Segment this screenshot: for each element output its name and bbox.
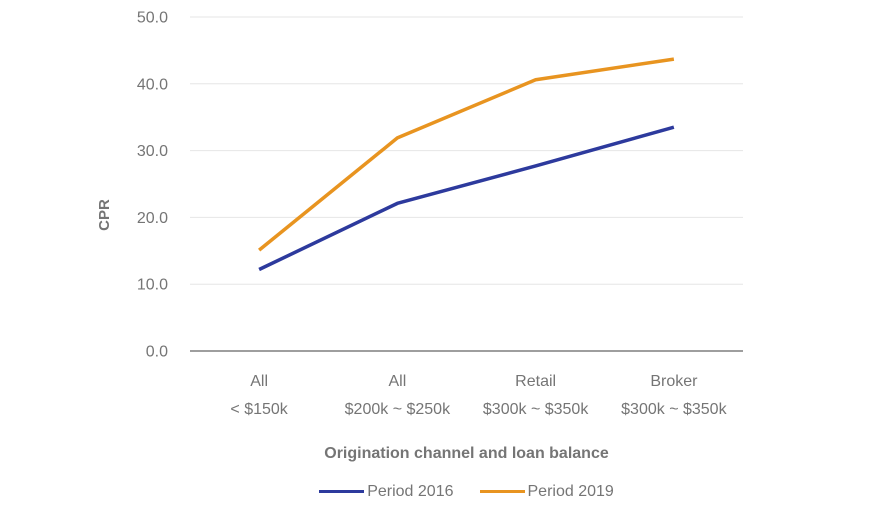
gridlines — [190, 16, 743, 352]
x-category-labels: All < $150k All $200k ~ $250k Retail $300k ~ … — [230, 373, 727, 418]
y-axis-title: CPR — [96, 199, 113, 231]
x-axis-title: Origination channel and loan balance — [324, 445, 609, 462]
legend-item-period-2016: Period 2016 — [319, 482, 454, 501]
x-category-label-line2: < $150k — [230, 401, 288, 418]
series-line-period-2019 — [258, 57, 675, 252]
y-tick-label: 50.0 — [137, 10, 168, 27]
legend-label: Period 2019 — [527, 483, 614, 500]
y-tick-label: 0.0 — [146, 344, 168, 361]
x-category-label-line1: All — [388, 373, 406, 390]
series-lines — [258, 57, 675, 272]
line-chart: 0.0 10.0 20.0 30.0 40.0 50.0 All < $150k All $20… — [96, 10, 743, 418]
x-category-label-line1: Broker — [650, 373, 698, 390]
x-category-label-line1: Retail — [515, 373, 556, 390]
x-category-label-line2: $300k ~ $350k — [621, 401, 727, 418]
x-category-label-line2: $200k ~ $250k — [345, 401, 451, 418]
legend: Period 2016 Period 2019 — [190, 482, 743, 501]
x-category-label-line2: $300k ~ $350k — [483, 401, 589, 418]
legend-item-period-2019: Period 2019 — [479, 482, 614, 501]
series-line-period-2016 — [258, 125, 675, 272]
y-tick-labels: 0.0 10.0 20.0 30.0 40.0 50.0 — [137, 10, 168, 361]
x-category-label-line1: All — [250, 373, 268, 390]
y-tick-label: 20.0 — [137, 210, 168, 227]
y-tick-label: 40.0 — [137, 76, 168, 93]
legend-swatch — [319, 490, 365, 493]
legend-label: Period 2016 — [367, 483, 454, 500]
y-tick-label: 30.0 — [137, 143, 168, 160]
y-tick-label: 10.0 — [137, 277, 168, 294]
legend-swatch — [479, 490, 525, 493]
